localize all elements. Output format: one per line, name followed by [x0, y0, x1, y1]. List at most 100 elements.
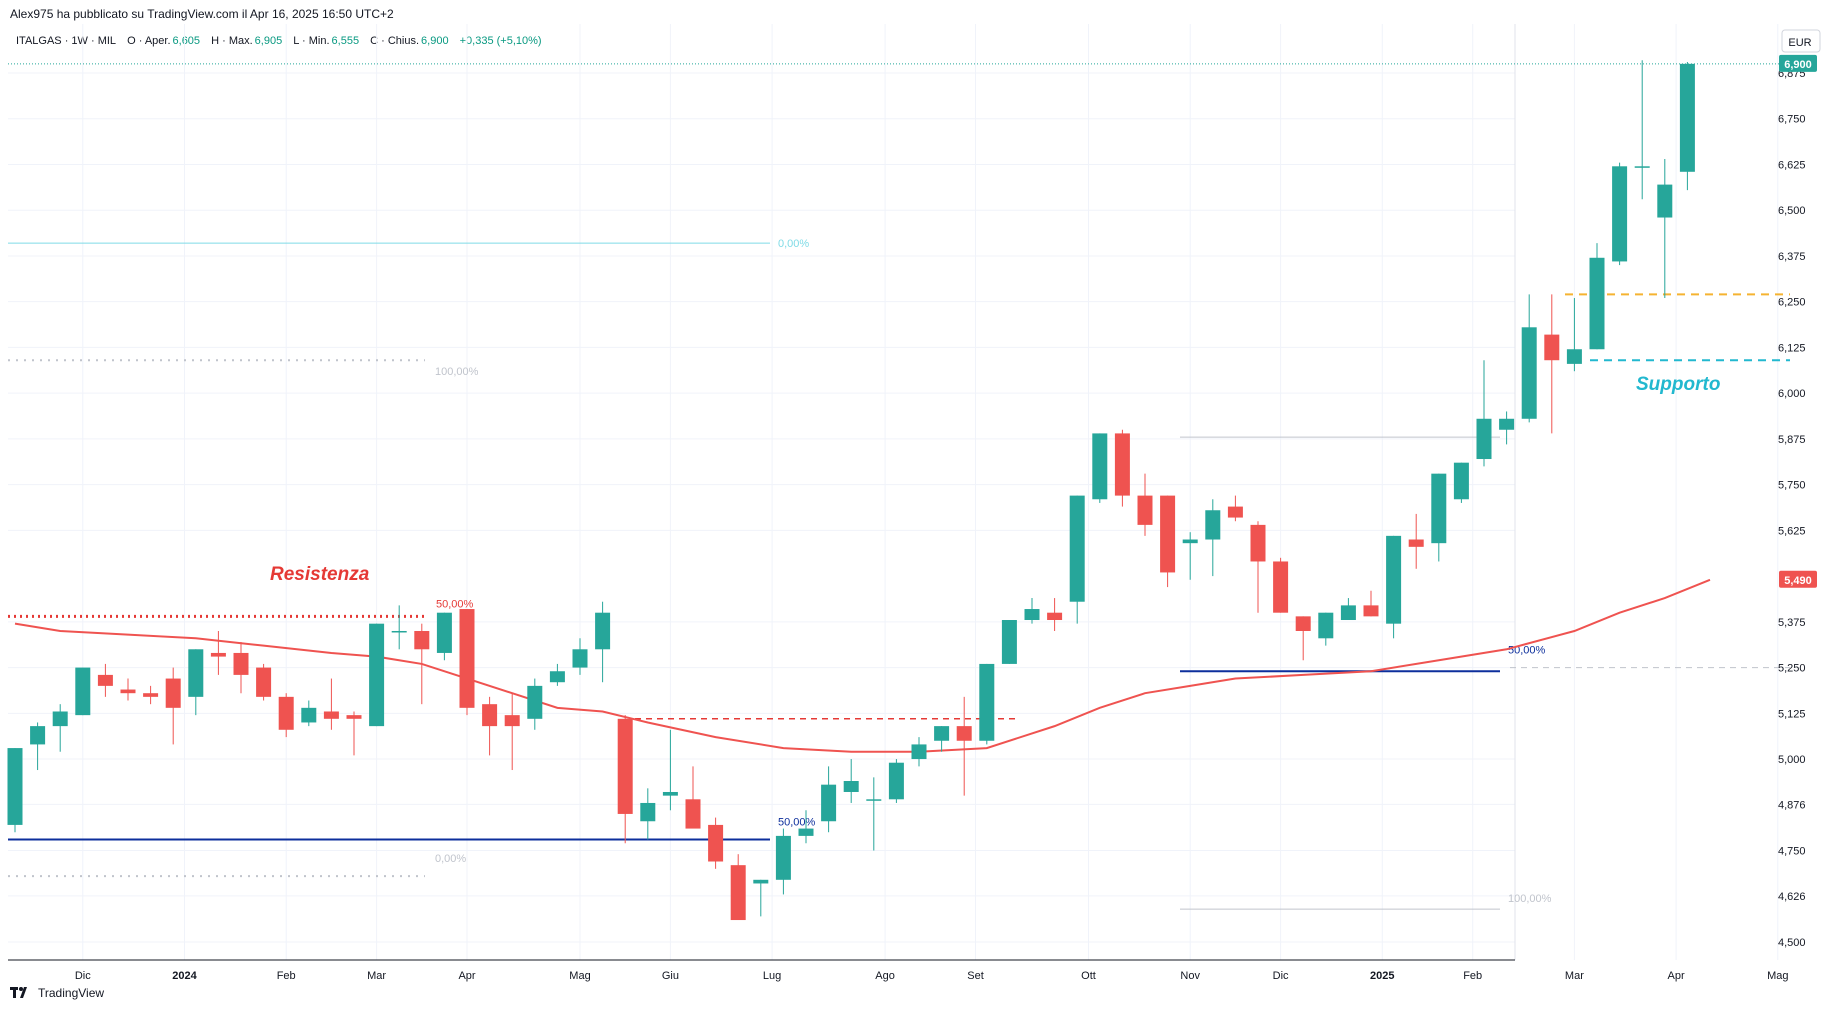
- time-tick-label: Feb: [1463, 970, 1482, 982]
- candle-body: [1476, 418, 1492, 460]
- time-tick-label: Nov: [1180, 970, 1200, 982]
- time-tick-label: 2025: [1370, 970, 1394, 982]
- fib-a-mid-label: 50,00%: [436, 599, 474, 611]
- time-tick-label: Mag: [1767, 970, 1788, 982]
- close-value: 6,900: [421, 35, 449, 47]
- candle-body: [75, 667, 91, 716]
- candle-body: [1566, 349, 1582, 364]
- candle-body: [753, 879, 769, 884]
- candle-body: [369, 623, 385, 727]
- candle-body: [504, 715, 520, 727]
- time-tick-label: Dic: [75, 970, 91, 982]
- candle-body: [278, 696, 294, 730]
- fib-c-bottom-label: 100,00%: [1508, 893, 1552, 905]
- tradingview-logo-icon: [10, 987, 27, 998]
- candle-body: [708, 824, 724, 862]
- candle-body: [459, 609, 475, 708]
- candle-body: [1069, 495, 1085, 602]
- fib-b-blue-label: 50,00%: [778, 816, 816, 828]
- price-tick-label: 5,250: [1778, 663, 1806, 675]
- price-tick-label: 4,500: [1778, 937, 1806, 949]
- price-tick-label: 6,500: [1778, 205, 1806, 217]
- candle-body: [572, 649, 588, 668]
- candle-body: [188, 649, 204, 697]
- candle-body: [821, 784, 837, 822]
- candle-body: [979, 663, 995, 741]
- candle-body: [617, 718, 633, 814]
- ma-price-badge: 5,490: [1784, 575, 1812, 587]
- candle-body: [640, 802, 656, 822]
- time-tick-label: Giu: [662, 970, 679, 982]
- candle-body: [165, 678, 181, 708]
- time-tick-label: Set: [967, 970, 984, 982]
- candle-body: [1544, 334, 1560, 361]
- time-tick-label: Apr: [458, 970, 475, 982]
- high-value: 6,905: [254, 35, 283, 47]
- candle-body: [549, 671, 565, 683]
- candle-body: [210, 652, 226, 657]
- open-key: O · Aper.: [127, 35, 171, 47]
- last-price-badge: 6,900: [1784, 59, 1812, 71]
- time-tick-label: Dic: [1273, 970, 1289, 982]
- candle-body: [1227, 506, 1243, 518]
- price-tick-label: 5,750: [1778, 480, 1806, 492]
- price-tick-label: 6,750: [1778, 114, 1806, 126]
- fib-a-top-label: 0,00%: [778, 238, 809, 250]
- candle-body: [1363, 605, 1379, 617]
- time-tick-label: Feb: [277, 970, 296, 982]
- footer-brand[interactable]: TradingView: [38, 986, 105, 1000]
- candle-body: [346, 715, 362, 719]
- published-by-text: Alex975 ha pubblicato su TradingView.com…: [10, 7, 394, 21]
- candles: [7, 60, 1695, 921]
- currency-box: [1781, 29, 1821, 53]
- time-tick-label: Apr: [1668, 970, 1685, 982]
- candle-body: [1114, 433, 1130, 496]
- candle-body: [1634, 166, 1650, 168]
- candle-body: [301, 707, 317, 723]
- candle-body: [256, 667, 272, 697]
- time-tick-label: Mar: [1565, 970, 1584, 982]
- candle-body: [1092, 433, 1108, 500]
- time-tick-label: Ago: [875, 970, 895, 982]
- price-tick-label: 6,000: [1778, 388, 1806, 400]
- symbol-legend: ITALGAS · 1W · MIL O · Aper. 6,605 H · Ma…: [16, 35, 550, 47]
- price-tick-label: 6,250: [1778, 297, 1806, 309]
- ma-price-badge-bg: [1779, 570, 1817, 588]
- open-value: 6,605: [172, 35, 201, 47]
- candle-body: [1318, 612, 1334, 639]
- fib-a-gray-label: 100,00%: [435, 366, 479, 378]
- candle-body: [1453, 462, 1469, 500]
- candle-body: [1273, 561, 1289, 613]
- candle-body: [798, 828, 814, 836]
- candle-body: [1431, 473, 1447, 544]
- candle-body: [1612, 166, 1628, 262]
- candle-body: [1182, 539, 1198, 544]
- price-tick-label: 5,875: [1778, 434, 1806, 446]
- candle-body: [1408, 539, 1424, 547]
- candle-body: [436, 612, 452, 653]
- candle-body: [1024, 609, 1040, 621]
- fib-a-low-label: 0,00%: [435, 853, 466, 865]
- price-tick-label: 4,876: [1778, 799, 1806, 811]
- high-key: H · Max.: [211, 35, 253, 47]
- candle-body: [1340, 605, 1356, 621]
- price-tick-label: 6,125: [1778, 342, 1806, 354]
- candle-body: [1679, 63, 1695, 172]
- price-tick-label: 4,626: [1778, 891, 1806, 903]
- time-tick-label: Mar: [367, 970, 386, 982]
- last-price-badge-bg: [1779, 54, 1817, 72]
- candle-body: [1386, 535, 1402, 624]
- candle-body: [1521, 327, 1537, 419]
- candle-body: [888, 762, 904, 800]
- annotations: 0,00% 100,00% 50,00% 0,00% 50,00% 50,00% 100,0…: [8, 63, 1790, 910]
- candle-body: [414, 630, 430, 650]
- grid-lines: [8, 24, 1779, 960]
- candle-body: [775, 835, 791, 880]
- price-axis: EUR6,8756,7506,6256,5006,3756,2506,1256,…: [1778, 29, 1821, 949]
- candle-body: [934, 726, 950, 741]
- candle-body: [52, 711, 68, 727]
- time-tick-label: Lug: [763, 970, 781, 982]
- symbol-name: ITALGAS · 1W · MIL: [16, 35, 117, 47]
- support-label: Supporto: [1636, 374, 1720, 395]
